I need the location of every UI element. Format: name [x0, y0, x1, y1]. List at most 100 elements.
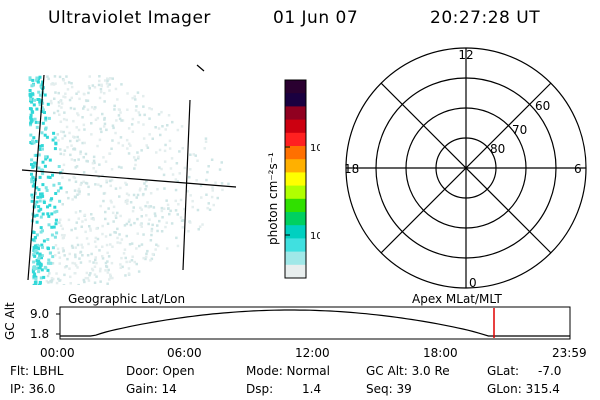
emission-pixel	[124, 274, 127, 277]
emission-pixel	[32, 283, 36, 285]
emission-pixel	[104, 235, 108, 238]
emission-pixel	[144, 257, 147, 261]
emission-pixel	[44, 186, 48, 190]
emission-pixel	[44, 157, 48, 161]
emission-pixel	[98, 163, 101, 166]
emission-pixel	[116, 236, 119, 240]
emission-pixel	[29, 133, 33, 137]
emission-pixel	[107, 268, 110, 272]
emission-pixel	[50, 101, 53, 105]
emission-pixel	[92, 218, 95, 221]
emission-pixel	[44, 155, 48, 159]
emission-pixel	[43, 93, 47, 97]
emission-pixel	[139, 206, 142, 210]
emission-pixel	[126, 108, 129, 111]
emission-pixel	[227, 182, 230, 186]
emission-pixel	[99, 88, 103, 91]
emission-pixel	[137, 121, 140, 124]
altitude-curve	[60, 309, 570, 337]
emission-pixel	[89, 272, 92, 275]
emission-pixel	[92, 167, 95, 170]
emission-pixel	[78, 190, 81, 193]
emission-pixel	[76, 243, 80, 247]
emission-pixel	[111, 77, 114, 80]
emission-pixel	[48, 176, 52, 179]
emission-pixel	[125, 234, 128, 238]
emission-pixel	[78, 138, 81, 142]
emission-pixel	[68, 178, 71, 182]
emission-pixel	[86, 277, 90, 280]
emission-pixel	[76, 112, 79, 115]
emission-pixel	[41, 229, 44, 233]
emission-pixel	[51, 138, 55, 142]
emission-pixel	[29, 99, 32, 103]
emission-pixel	[38, 147, 42, 151]
emission-pixel	[51, 173, 54, 177]
emission-pixel	[57, 139, 60, 142]
emission-pixel	[116, 98, 119, 101]
emission-pixel	[68, 131, 71, 135]
emission-pixel	[101, 112, 104, 116]
emission-pixel	[62, 284, 66, 285]
emission-pixel	[80, 181, 83, 185]
emission-pixel	[142, 94, 145, 98]
emission-pixel	[117, 114, 121, 117]
ip-status: IP: 36.0	[10, 382, 56, 396]
emission-pixel	[111, 211, 115, 215]
emission-pixel	[126, 92, 129, 95]
emission-pixel	[84, 152, 88, 156]
emission-pixel	[69, 282, 72, 285]
emission-pixel	[137, 111, 141, 114]
colorbar-band	[285, 93, 306, 107]
emission-pixel	[181, 147, 184, 150]
emission-pixel	[45, 280, 49, 283]
mlat-label-70: 70	[512, 123, 527, 137]
emission-pixel	[54, 254, 57, 257]
emission-pixel	[129, 201, 133, 204]
emission-pixel	[52, 183, 56, 187]
emission-pixel	[121, 265, 124, 269]
door-status: Door: Open	[126, 364, 195, 378]
emission-pixel	[150, 257, 154, 261]
emission-pixel	[93, 281, 97, 284]
emission-pixel	[108, 89, 111, 92]
emission-pixel	[33, 236, 37, 239]
colorbar-tick-label-100: 100	[310, 143, 320, 154]
emission-pixel	[34, 283, 38, 285]
emission-pixel	[113, 231, 116, 234]
emission-pixel	[146, 249, 149, 253]
emission-pixel	[128, 218, 131, 221]
emission-pixel	[144, 188, 147, 191]
polar-mlat-mlt-plot: 12 18 6 0 60 70 80	[344, 47, 587, 290]
emission-pixel	[61, 236, 65, 240]
emission-pixel	[156, 224, 159, 227]
colorbar-band	[285, 119, 306, 134]
emission-pixel	[41, 121, 45, 125]
emission-pixel	[176, 180, 179, 183]
emission-pixel	[101, 255, 104, 258]
emission-pixel	[218, 168, 222, 171]
emission-pixel	[88, 260, 92, 263]
emission-pixel	[32, 266, 36, 270]
emission-pixel	[62, 95, 65, 98]
emission-pixel	[155, 151, 158, 154]
emission-pixel	[38, 175, 42, 179]
emission-pixel	[32, 274, 36, 278]
longitude-line-east	[182, 99, 191, 271]
emission-pixel	[34, 120, 38, 124]
emission-pixel	[49, 251, 52, 255]
emission-pixel	[88, 273, 91, 277]
emission-pixel	[86, 160, 89, 163]
emission-pixel	[39, 215, 43, 219]
emission-pixel	[125, 222, 129, 226]
emission-pixel	[89, 229, 92, 232]
emission-pixel	[174, 199, 177, 203]
emission-pixel	[140, 149, 143, 152]
emission-pixel	[98, 96, 102, 100]
emission-pixel	[74, 255, 77, 259]
emission-pixel	[160, 230, 164, 233]
emission-pixel	[70, 85, 74, 89]
emission-pixel	[86, 254, 90, 257]
emission-pixel	[119, 241, 122, 245]
emission-pixel	[90, 213, 93, 216]
